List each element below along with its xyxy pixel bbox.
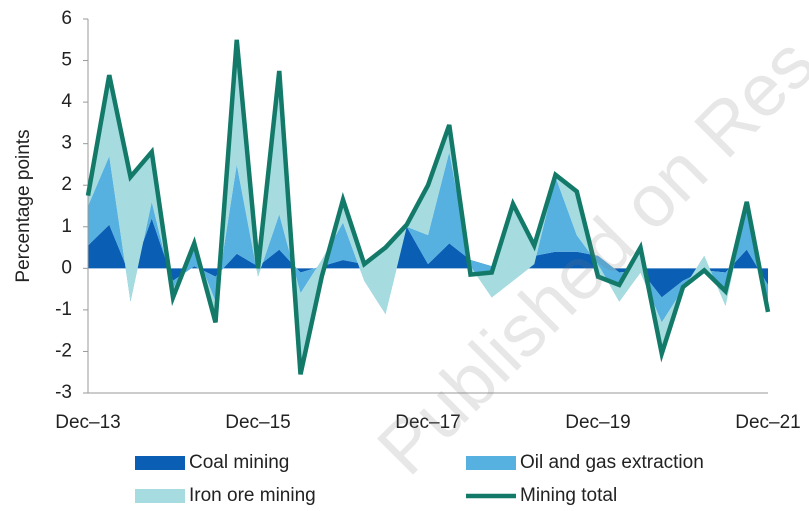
x-tick-label: Dec–17 (395, 412, 461, 433)
y-tick-label: -2 (55, 340, 72, 361)
area (88, 39, 768, 375)
y-tick-label: 2 (61, 174, 72, 195)
y-tick-label: -3 (55, 382, 72, 403)
legend-swatch (466, 456, 516, 470)
y-axis-label: Percentage points (13, 129, 34, 282)
y-tick-label: 4 (61, 91, 72, 112)
y-tick-label: 1 (61, 216, 72, 237)
legend-swatch (135, 489, 185, 503)
area (88, 151, 768, 323)
legend-label: Iron ore mining (189, 485, 316, 506)
legend-label: Mining total (520, 485, 617, 506)
x-tick-label: Dec–13 (55, 412, 121, 433)
line (85, 39, 771, 375)
y-tick-label: 3 (61, 133, 72, 154)
y-tick-label: 0 (61, 257, 72, 278)
legend-label: Oil and gas extraction (520, 452, 704, 473)
y-tick-label: -1 (55, 299, 72, 320)
legend-swatch (135, 456, 185, 470)
x-tick-label: Dec–19 (565, 412, 631, 433)
y-tick-label: 5 (61, 50, 72, 71)
legend-label: Coal mining (189, 452, 289, 473)
x-tick-label: Dec–21 (735, 412, 801, 433)
y-tick-label: 6 (61, 8, 72, 29)
x-tick-label: Dec–15 (225, 412, 291, 433)
